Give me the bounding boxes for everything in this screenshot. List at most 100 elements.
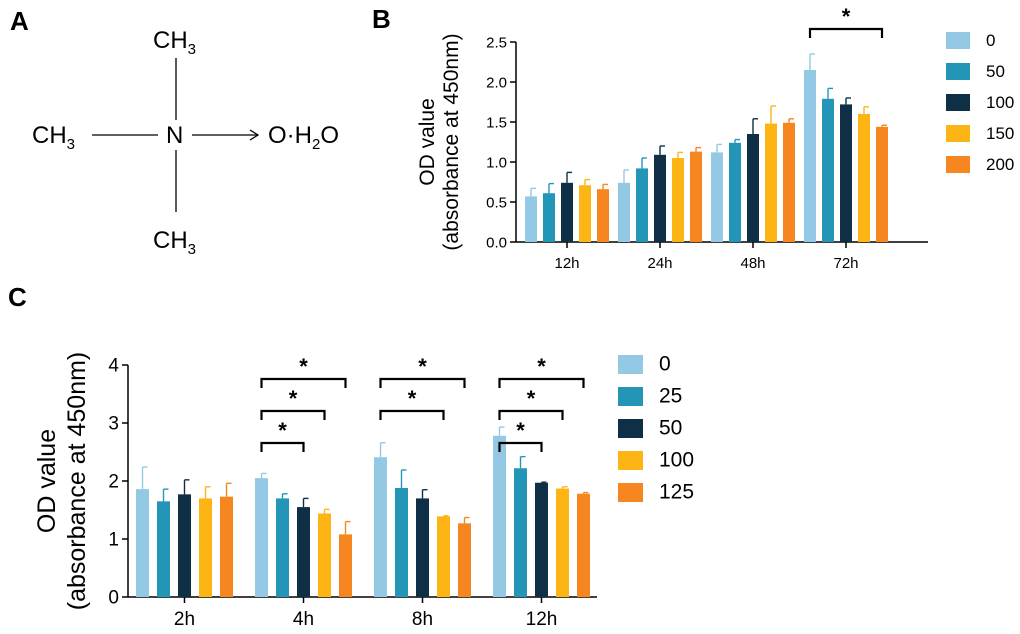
significance-star: * [408,386,417,411]
x-tick-label: 8h [412,609,433,630]
bar [297,507,310,597]
bar [729,142,741,242]
legend-label: 0 [986,31,995,50]
panel-letter-a: A [10,6,29,36]
legend-label: 100 [659,449,694,472]
bar [157,501,170,597]
significance-star: * [418,354,427,379]
legend-label: 0 [659,353,671,376]
bar [339,534,352,597]
legend-label: 25 [659,385,682,408]
y-tick-label: 2 [108,472,119,493]
significance-star: * [842,4,851,29]
bar [711,152,723,242]
methyl-left: CH3 [32,122,75,153]
bar [577,493,590,597]
nitrogen-atom: N [166,122,183,149]
y-tick-label: 2.5 [486,34,507,51]
methyl-bottom: CH3 [153,227,196,258]
x-tick-label: 2h [174,609,195,630]
y-tick-label: 1.5 [486,114,507,131]
bar [493,435,506,597]
legend-swatch [946,156,970,173]
bar [556,488,569,597]
legend-swatch [618,355,643,374]
legend-swatch [946,32,970,49]
y-axis-label: OD value(absorbance at 450nm) [33,352,91,610]
bar [597,189,609,242]
arrow-head-icon [249,129,260,141]
bar [690,151,702,242]
legend-swatch [946,94,970,111]
y-axis-label-line1: OD value [33,429,61,533]
bar [804,70,816,242]
legend-label: 100 [986,93,1014,112]
chart-b: 0.0 0.5 1.0 1.5 2.0 2.5 12h 24h 48h 72h OD value(a… [416,4,1014,272]
y-tick-label: 0.0 [486,234,507,251]
significance-bracket [498,377,585,388]
significance-star: * [537,354,546,379]
significance-bracket [498,441,543,452]
bar [395,487,408,597]
significance-star: * [299,354,308,379]
bar [618,182,630,242]
bar [458,523,471,597]
bar [199,498,212,597]
x-tick-label: 48h [740,255,765,272]
bar [416,498,429,597]
y-tick-label: 2.0 [486,74,507,91]
bar [840,104,852,243]
methyl-top: CH3 [153,27,196,58]
bar [876,126,888,242]
significance-star: * [516,418,525,443]
significance-bracket [260,409,326,420]
bar [672,158,684,242]
molecule-structure: CH3 CH3 N O·H2O CH3 [32,27,339,258]
bar [636,168,648,242]
x-tick-label: 12h [526,609,558,630]
y-tick-label: 3 [108,414,119,435]
significance-bracket [260,377,347,388]
significance-bracket [379,377,466,388]
panel-letter-b: B [372,4,391,34]
legend-label: 200 [986,155,1014,174]
significance-star: * [527,386,536,411]
bar [783,122,795,242]
y-axis-label-line1: OD value [416,98,439,186]
bar [525,196,537,242]
panel-letter-c: C [8,282,27,312]
bar [514,468,527,597]
bar [318,513,331,597]
significance-bracket [379,409,445,420]
bar [765,123,777,242]
legend-label: 50 [986,62,1005,81]
y-tick-label: 1 [108,530,119,551]
bar [858,114,870,242]
chart-c: 0 1 2 3 4 2h 4h 8h 12h OD value(absorbance at 450… [33,352,694,630]
bar [220,496,233,597]
legend-swatch [618,483,643,502]
bar [255,478,268,597]
bar [374,457,387,597]
x-tick-label: 24h [647,255,672,272]
oxygen-hydrate: O·H2O [268,122,339,153]
y-tick-label: 1.0 [486,154,507,171]
x-tick-label: 4h [293,609,314,630]
y-axis-label: OD value(absorbance at 450nm) [416,33,463,250]
significance-bracket [260,441,305,452]
bar [437,516,450,597]
significance-star: * [289,386,298,411]
bar [535,482,548,597]
y-axis-label-line2: (absorbance at 450nm) [440,33,463,250]
x-tick-label: 72h [833,255,858,272]
y-tick-label: 4 [108,356,119,377]
bar [561,182,573,242]
bar [654,154,666,242]
legend-swatch [946,63,970,80]
legend-label: 50 [659,417,682,440]
bar [822,98,834,242]
legend-swatch [618,419,643,438]
legend-label: 125 [659,481,694,504]
x-tick-label: 12h [554,255,579,272]
